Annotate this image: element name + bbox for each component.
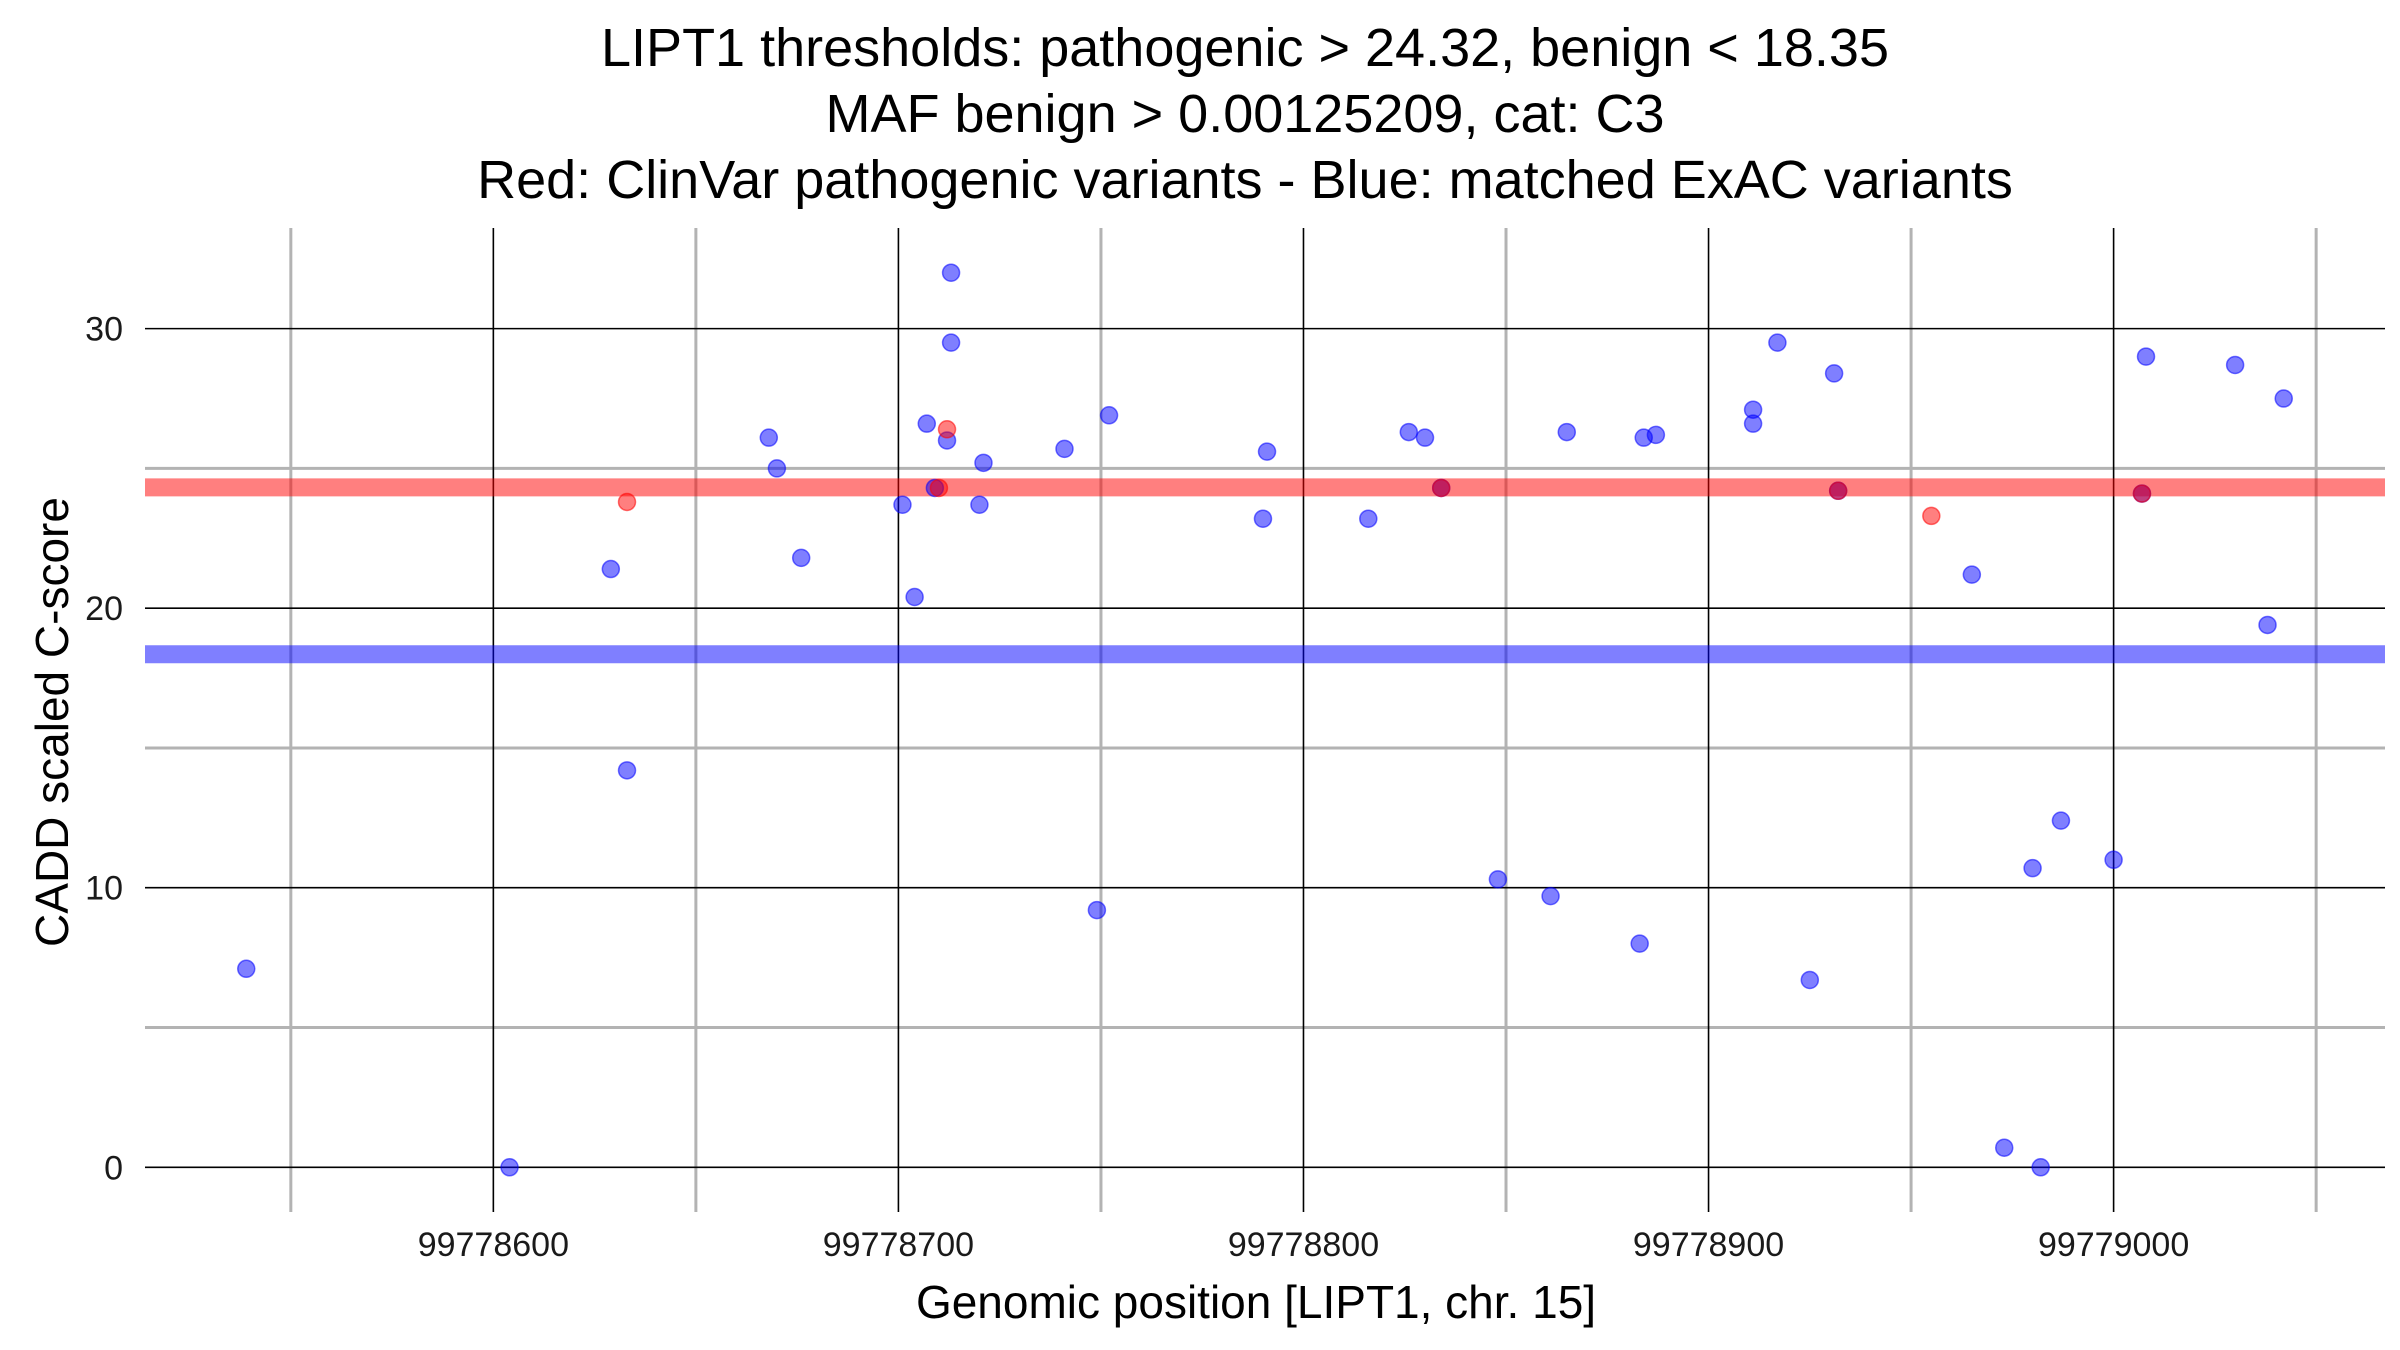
data-points <box>237 263 2293 1177</box>
threshold-lines <box>145 478 2385 664</box>
exac-point <box>2023 858 2042 878</box>
tick-labels: 0 10 20 30 99778600 99778700 99778800 99778900 9… <box>85 311 2189 1264</box>
exac-point <box>2051 811 2071 830</box>
exac-point <box>1646 425 1666 445</box>
x-tick-label: 99778800 <box>1228 1226 1379 1264</box>
exac-point <box>1253 509 1273 528</box>
exac-point <box>893 495 912 514</box>
exac-point <box>2225 355 2245 375</box>
x-axis-label: Genomic position [LIPT1, chr. 15] <box>916 1276 1596 1328</box>
exac-point <box>1962 565 1982 584</box>
y-tick-label: 0 <box>104 1149 123 1187</box>
exac-point <box>2104 850 2123 870</box>
exac-point <box>1257 442 1277 461</box>
x-tick-label: 99778600 <box>418 1226 569 1264</box>
exac-point <box>237 959 256 979</box>
grid <box>145 228 2385 1212</box>
exac-point <box>1557 422 1577 442</box>
pathogenic-point <box>617 492 637 512</box>
chart-title-line-3: Red: ClinVar pathogenic variants - Blue:… <box>477 150 2013 210</box>
exac-point <box>759 428 779 447</box>
exac-point <box>1415 428 1435 447</box>
exac-point <box>601 559 621 579</box>
exac-point <box>1994 1138 2014 1157</box>
exac-point <box>791 548 811 568</box>
exac-point <box>1541 886 1560 906</box>
pathogenic-point <box>1922 506 1941 526</box>
exac-point <box>767 459 787 478</box>
exac-point <box>2031 1158 2050 1177</box>
x-tick-label: 99778900 <box>1633 1226 1784 1264</box>
x-tick-label: 99779000 <box>2038 1226 2189 1264</box>
exac-point <box>974 453 993 473</box>
exac-point <box>617 761 637 780</box>
exac-point <box>941 333 961 352</box>
pathogenic-point <box>937 420 957 439</box>
chart-title-line-2: MAF benign > 0.00125209, cat: C3 <box>825 84 1664 144</box>
x-tick-label: 99778700 <box>823 1226 974 1264</box>
exac-point <box>1488 870 1508 889</box>
exac-point <box>1824 364 1844 383</box>
exac-point <box>970 495 989 514</box>
exac-point <box>1768 333 1787 352</box>
pathogenic-point <box>929 478 949 498</box>
exac-point <box>2274 389 2293 408</box>
exac-point <box>941 263 961 282</box>
pathogenic-point <box>2132 484 2152 503</box>
exac-point <box>905 587 924 607</box>
exac-point <box>500 1158 519 1177</box>
exac-point <box>917 414 937 433</box>
exac-point <box>1743 400 1763 419</box>
exac-point <box>1800 970 1820 990</box>
exac-point <box>2136 347 2156 366</box>
y-tick-label: 30 <box>85 311 123 349</box>
y-axis-label: CADD scaled C-score <box>26 497 78 947</box>
chart-title-line-1: LIPT1 thresholds: pathogenic > 24.32, be… <box>601 18 1889 78</box>
exac-point <box>1630 934 1649 953</box>
exac-point <box>1399 422 1419 442</box>
y-tick-label: 20 <box>85 590 123 628</box>
exac-point <box>1087 900 1107 920</box>
y-tick-label: 10 <box>85 870 123 908</box>
pathogenic-point <box>1828 481 1848 501</box>
exac-point <box>1099 406 1119 425</box>
pathogenic-point <box>1431 478 1451 498</box>
exac-point <box>2258 615 2277 635</box>
exac-point <box>1055 439 1074 459</box>
exac-point <box>1359 509 1378 528</box>
